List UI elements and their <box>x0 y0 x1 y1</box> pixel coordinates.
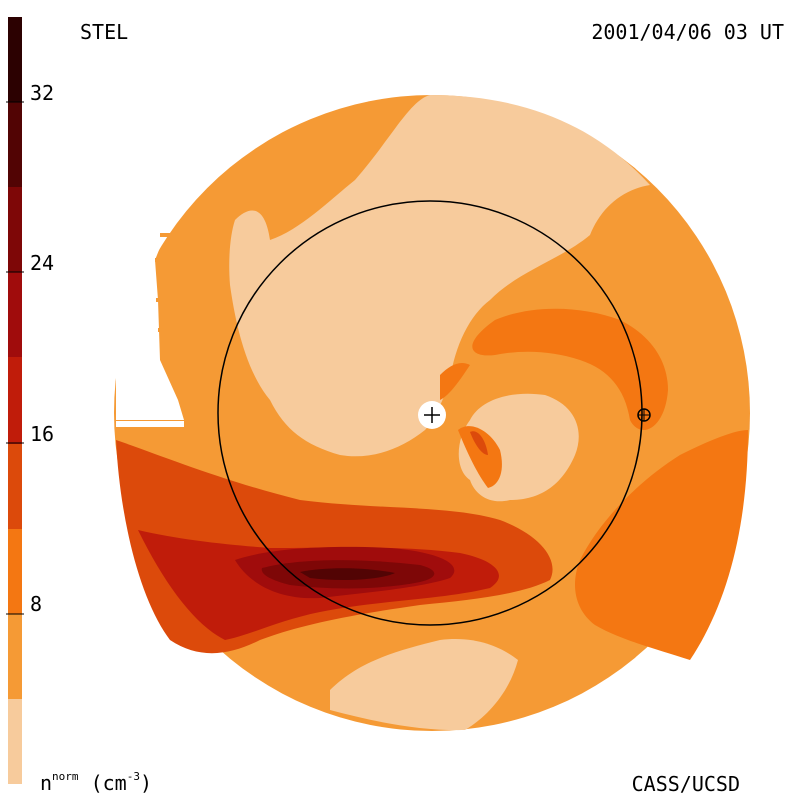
credit-label: CASS/UCSD <box>631 772 740 796</box>
colorbar-level-7 <box>8 187 22 272</box>
colorbar-level-4 <box>8 444 22 529</box>
units-close: ) <box>139 771 153 795</box>
colorbar-level-1 <box>8 699 22 784</box>
earth-marker-icon <box>637 408 651 422</box>
colorbar-level-9 <box>8 17 22 102</box>
colorbar-level-5 <box>8 357 22 444</box>
colorbar <box>6 17 24 784</box>
medium-density-band-east <box>575 430 748 660</box>
colorbar-units-label: nnorm (cm-3) <box>40 770 152 795</box>
colorbar-level-2 <box>8 614 22 699</box>
low-density-region-south <box>330 639 518 731</box>
colorbar-tick-label-32: 32 <box>30 81 55 105</box>
units-open: (cm <box>78 771 127 795</box>
colorbar-tick-label-8: 8 <box>30 592 43 616</box>
earth-orbit-circle <box>217 200 643 626</box>
colorbar-level-3 <box>8 529 22 614</box>
low-density-region-north <box>229 95 651 457</box>
datetime-label: 2001/04/06 03 UT <box>591 20 784 44</box>
colorbar-tick-label-24: 24 <box>30 251 55 275</box>
units-exponent: -3 <box>126 770 140 783</box>
colorbar-level-6 <box>8 272 22 357</box>
medium-density-arc-east <box>472 308 668 430</box>
units-main: n <box>40 771 53 795</box>
sun-plus-icon <box>418 401 446 429</box>
station-label: STEL <box>80 20 129 44</box>
colorbar-level-8 <box>8 102 22 187</box>
colorbar-tick-label-16: 16 <box>30 422 55 446</box>
units-sup: norm <box>52 770 79 783</box>
